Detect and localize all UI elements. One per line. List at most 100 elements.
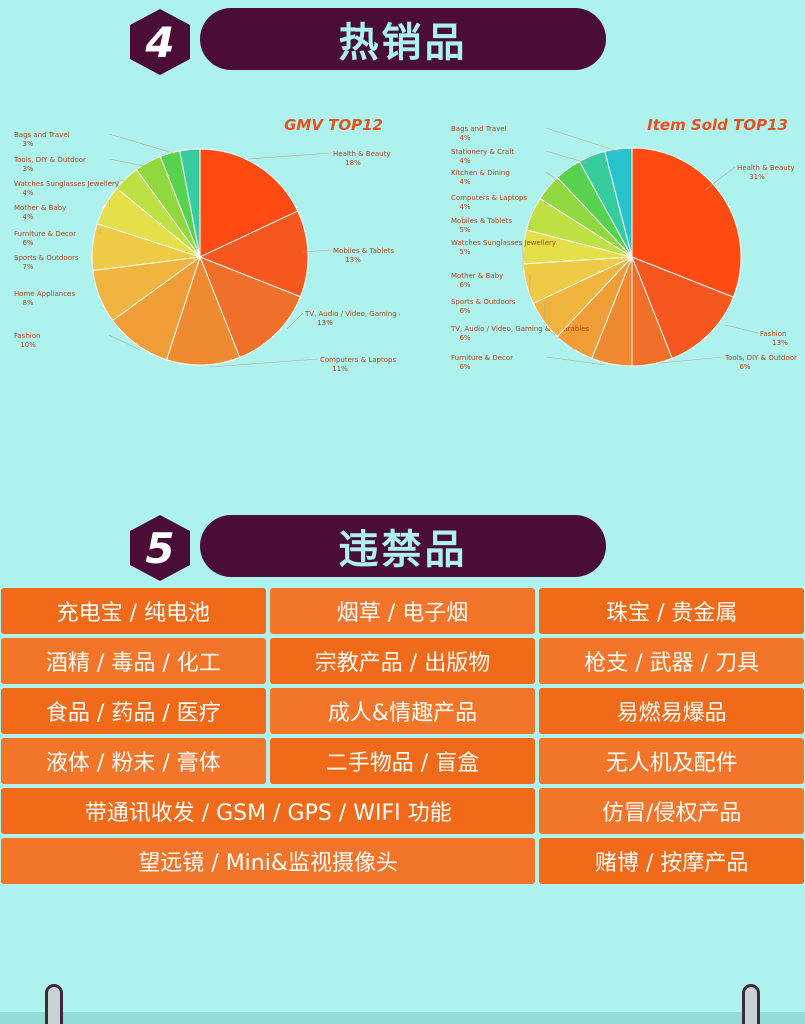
bottom-shelf [0, 1012, 805, 1024]
grid-cell: 赌博 / 按摩产品 [539, 838, 804, 884]
grid-row: 充电宝 / 纯电池 烟草 / 电子烟 珠宝 / 贵金属 [0, 588, 805, 634]
slice-percent: 6% [459, 363, 470, 371]
slice-label: Tools, DIY & Outdoor [13, 156, 86, 164]
slice-label: Watches Sunglasses Jewellery [14, 180, 119, 188]
slice-percent: 4% [459, 134, 470, 142]
grid-cell: 仿冒/侵权产品 [539, 788, 804, 834]
hex-number-badge-4: 4 [130, 9, 190, 75]
slice-percent: 3% [22, 165, 33, 173]
grid-cell: 宗教产品 / 出版物 [269, 638, 536, 684]
pie-slice [199, 148, 299, 258]
slice-label: Health & Beauty [333, 150, 391, 158]
leader-line [545, 171, 561, 183]
slice-label: Fashion [760, 330, 786, 338]
slice-label: Home Appliances [14, 290, 75, 298]
slice-label: TV, Audio / Video, Gaming & Wearables [304, 310, 400, 318]
leader-line [108, 158, 146, 167]
leader-line [724, 324, 759, 334]
slice-percent: 6% [739, 363, 750, 371]
prohibited-items-grid: 充电宝 / 纯电池 烟草 / 电子烟 珠宝 / 贵金属 酒精 / 毒品 / 化工… [0, 588, 805, 884]
leader-line [545, 327, 576, 351]
leader-line [286, 312, 304, 330]
slice-label: Tools, DIY & Outdoor [724, 354, 797, 362]
slice-percent: 5% [459, 248, 470, 256]
slice-percent: 4% [22, 189, 33, 197]
leader-line [704, 166, 736, 191]
slice-percent: 13% [345, 256, 361, 264]
leader-line [659, 356, 724, 364]
grid-cell: 无人机及配件 [539, 738, 805, 784]
grid-cell: 枪支 / 武器 / 刀具 [539, 638, 805, 684]
grid-cell: 充电宝 / 纯电池 [1, 588, 266, 634]
grid-row: 液体 / 粉末 / 膏体 二手物品 / 盲盒 无人机及配件 [0, 738, 805, 784]
slice-label: Sports & Outdoors [451, 298, 516, 306]
slice-label: Watches Sunglasses Jewellery [451, 239, 556, 247]
slice-percent: 7% [22, 263, 33, 271]
leader-line [247, 152, 332, 160]
pie-slice [604, 147, 633, 258]
gmv-pie-chart: GMV TOP12 Health & Beauty 18% Mobiles & Tab… [0, 100, 400, 390]
leader-line [108, 133, 181, 156]
section-4-title-bar: 热销品 [200, 8, 606, 70]
grid-cell: 望远镜 / Mini&监视摄像头 [1, 838, 536, 884]
slice-percent: 4% [22, 213, 33, 221]
grid-cell: 成人&情趣产品 [269, 688, 536, 734]
slice-label: Fashion [14, 332, 40, 340]
slice-label: Stationery & Craft [451, 148, 515, 156]
section-4-title: 热销品 [338, 20, 468, 66]
slice-percent: 4% [459, 178, 470, 186]
grid-cell: 二手物品 / 盲盒 [269, 738, 536, 784]
section-5-header: 5 违禁品 [0, 505, 805, 595]
grid-row: 带通讯收发 / GSM / GPS / WIFI 功能 仿冒/侵权产品 [0, 788, 805, 834]
slice-percent: 10% [20, 341, 36, 349]
leader-line [545, 150, 588, 164]
grid-cell: 易燃易爆品 [539, 688, 805, 734]
slice-label: Computers & Laptops [451, 194, 527, 202]
slice-percent: 8% [22, 299, 33, 307]
grid-cell: 食品 / 药品 / 医疗 [1, 688, 266, 734]
right-post-decoration [742, 984, 760, 1024]
section-5-title: 违禁品 [338, 527, 468, 573]
svg-text:4: 4 [144, 18, 174, 67]
pie-slice [165, 255, 241, 366]
pie-slice [198, 210, 309, 298]
slice-percent: 6% [22, 239, 33, 247]
hex-number-badge-5: 5 [130, 515, 190, 581]
pie-slice [631, 256, 734, 359]
svg-text:5: 5 [145, 524, 174, 573]
chart-title: Item Sold TOP13 [647, 116, 788, 134]
slice-label: Furniture & Decor [14, 230, 76, 238]
slice-percent: 4% [459, 203, 470, 211]
slice-percent: 6% [459, 307, 470, 315]
slice-label: Health & Beauty [737, 164, 795, 172]
leader-line [108, 199, 111, 208]
grid-row: 酒精 / 毒品 / 化工 宗教产品 / 出版物 枪支 / 武器 / 刀具 [0, 638, 805, 684]
leader-line [209, 358, 319, 368]
pie-slice [199, 256, 302, 359]
slice-percent: 5% [459, 226, 470, 234]
slice-label: Mother & Baby [451, 272, 503, 280]
grid-row: 食品 / 药品 / 医疗 成人&情趣产品 易燃易爆品 [0, 688, 805, 734]
slice-percent: 13% [772, 339, 788, 347]
grid-cell: 液体 / 粉末 / 膏体 [1, 738, 266, 784]
slice-percent: 3% [22, 140, 33, 148]
grid-cell: 酒精 / 毒品 / 化工 [1, 638, 266, 684]
slice-label: Bags and Travel [14, 131, 70, 139]
grid-cell: 珠宝 / 贵金属 [539, 588, 805, 634]
leader-line [108, 334, 141, 351]
slice-percent: 31% [749, 173, 765, 181]
slice-label: Mobiles & Tablets [451, 217, 512, 225]
slice-label: Sports & Outdoors [14, 254, 79, 262]
slice-percent: 6% [459, 334, 470, 342]
grid-row: 望远镜 / Mini&监视摄像头 赌博 / 按摩产品 [0, 838, 805, 884]
grid-cell: 带通讯收发 / GSM / GPS / WIFI 功能 [1, 788, 536, 834]
left-post-decoration [45, 984, 63, 1024]
slice-percent: 6% [459, 281, 470, 289]
leader-line [545, 356, 606, 366]
slice-label: Kitchen & Dining [451, 169, 510, 177]
slice-label: Bags and Travel [451, 125, 507, 133]
slice-label: TV, Audio / Video, Gaming & Wearables [450, 325, 590, 333]
slice-label: Furniture & Decor [451, 354, 513, 362]
slice-percent: 4% [459, 157, 470, 165]
